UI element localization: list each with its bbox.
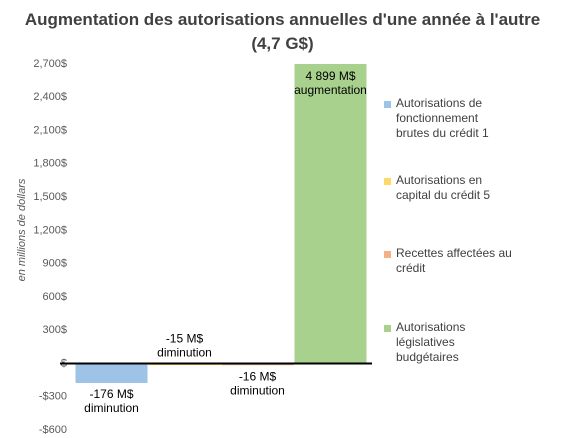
legend-label: Autorisations en capital du crédit 5 xyxy=(396,173,491,202)
plot-area xyxy=(75,64,367,383)
legend-swatch xyxy=(384,101,391,108)
title-text: Augmentation des autorisations annuelles… xyxy=(24,10,541,53)
data-label: -176 M$ xyxy=(89,387,133,401)
legend-item: Autorisations en capital du crédit 5 xyxy=(384,173,554,203)
legend-swatch xyxy=(384,251,391,258)
y-tick-label: 2,100$ xyxy=(33,124,67,136)
y-tick-label: 2,700$ xyxy=(33,58,67,70)
legend-label: Autorisations législatives budgétaires xyxy=(396,320,466,364)
data-label: 4 899 M$ xyxy=(305,69,355,83)
y-tick-label: 900$ xyxy=(43,258,67,270)
legend-label: Autorisations de fonctionnement brutes d… xyxy=(396,96,489,140)
y-tick-label: 1,800$ xyxy=(33,158,67,170)
legend-swatch xyxy=(384,325,391,332)
y-tick-label: 2,400$ xyxy=(33,91,67,103)
legend-label: Recettes affectées au crédit xyxy=(396,246,512,275)
data-label: diminution xyxy=(157,346,212,360)
legend-item: Autorisations de fonctionnement brutes d… xyxy=(384,96,554,141)
y-tick-label: -$600 xyxy=(39,424,67,436)
y-tick-label: -$300 xyxy=(39,391,67,403)
data-label: diminution xyxy=(230,383,285,397)
y-axis-title: en millions de dollars xyxy=(16,178,28,281)
y-tick-label: 1,200$ xyxy=(33,224,67,236)
data-label: diminution xyxy=(84,401,139,415)
data-label: -15 M$ xyxy=(166,332,204,346)
legend-swatch xyxy=(384,178,391,185)
y-tick-label: 600$ xyxy=(43,291,67,303)
chart-title: Augmentation des autorisations annuelles… xyxy=(0,8,565,56)
data-label: -16 M$ xyxy=(239,369,277,383)
bar xyxy=(294,64,367,364)
legend-item: Recettes affectées au crédit xyxy=(384,246,554,276)
y-tick-label: 1,500$ xyxy=(33,191,67,203)
legend-item: Autorisations législatives budgétaires xyxy=(384,320,554,365)
y-tick-label: 300$ xyxy=(43,324,67,336)
bar xyxy=(75,363,148,383)
data-label: augmentation xyxy=(294,83,367,97)
